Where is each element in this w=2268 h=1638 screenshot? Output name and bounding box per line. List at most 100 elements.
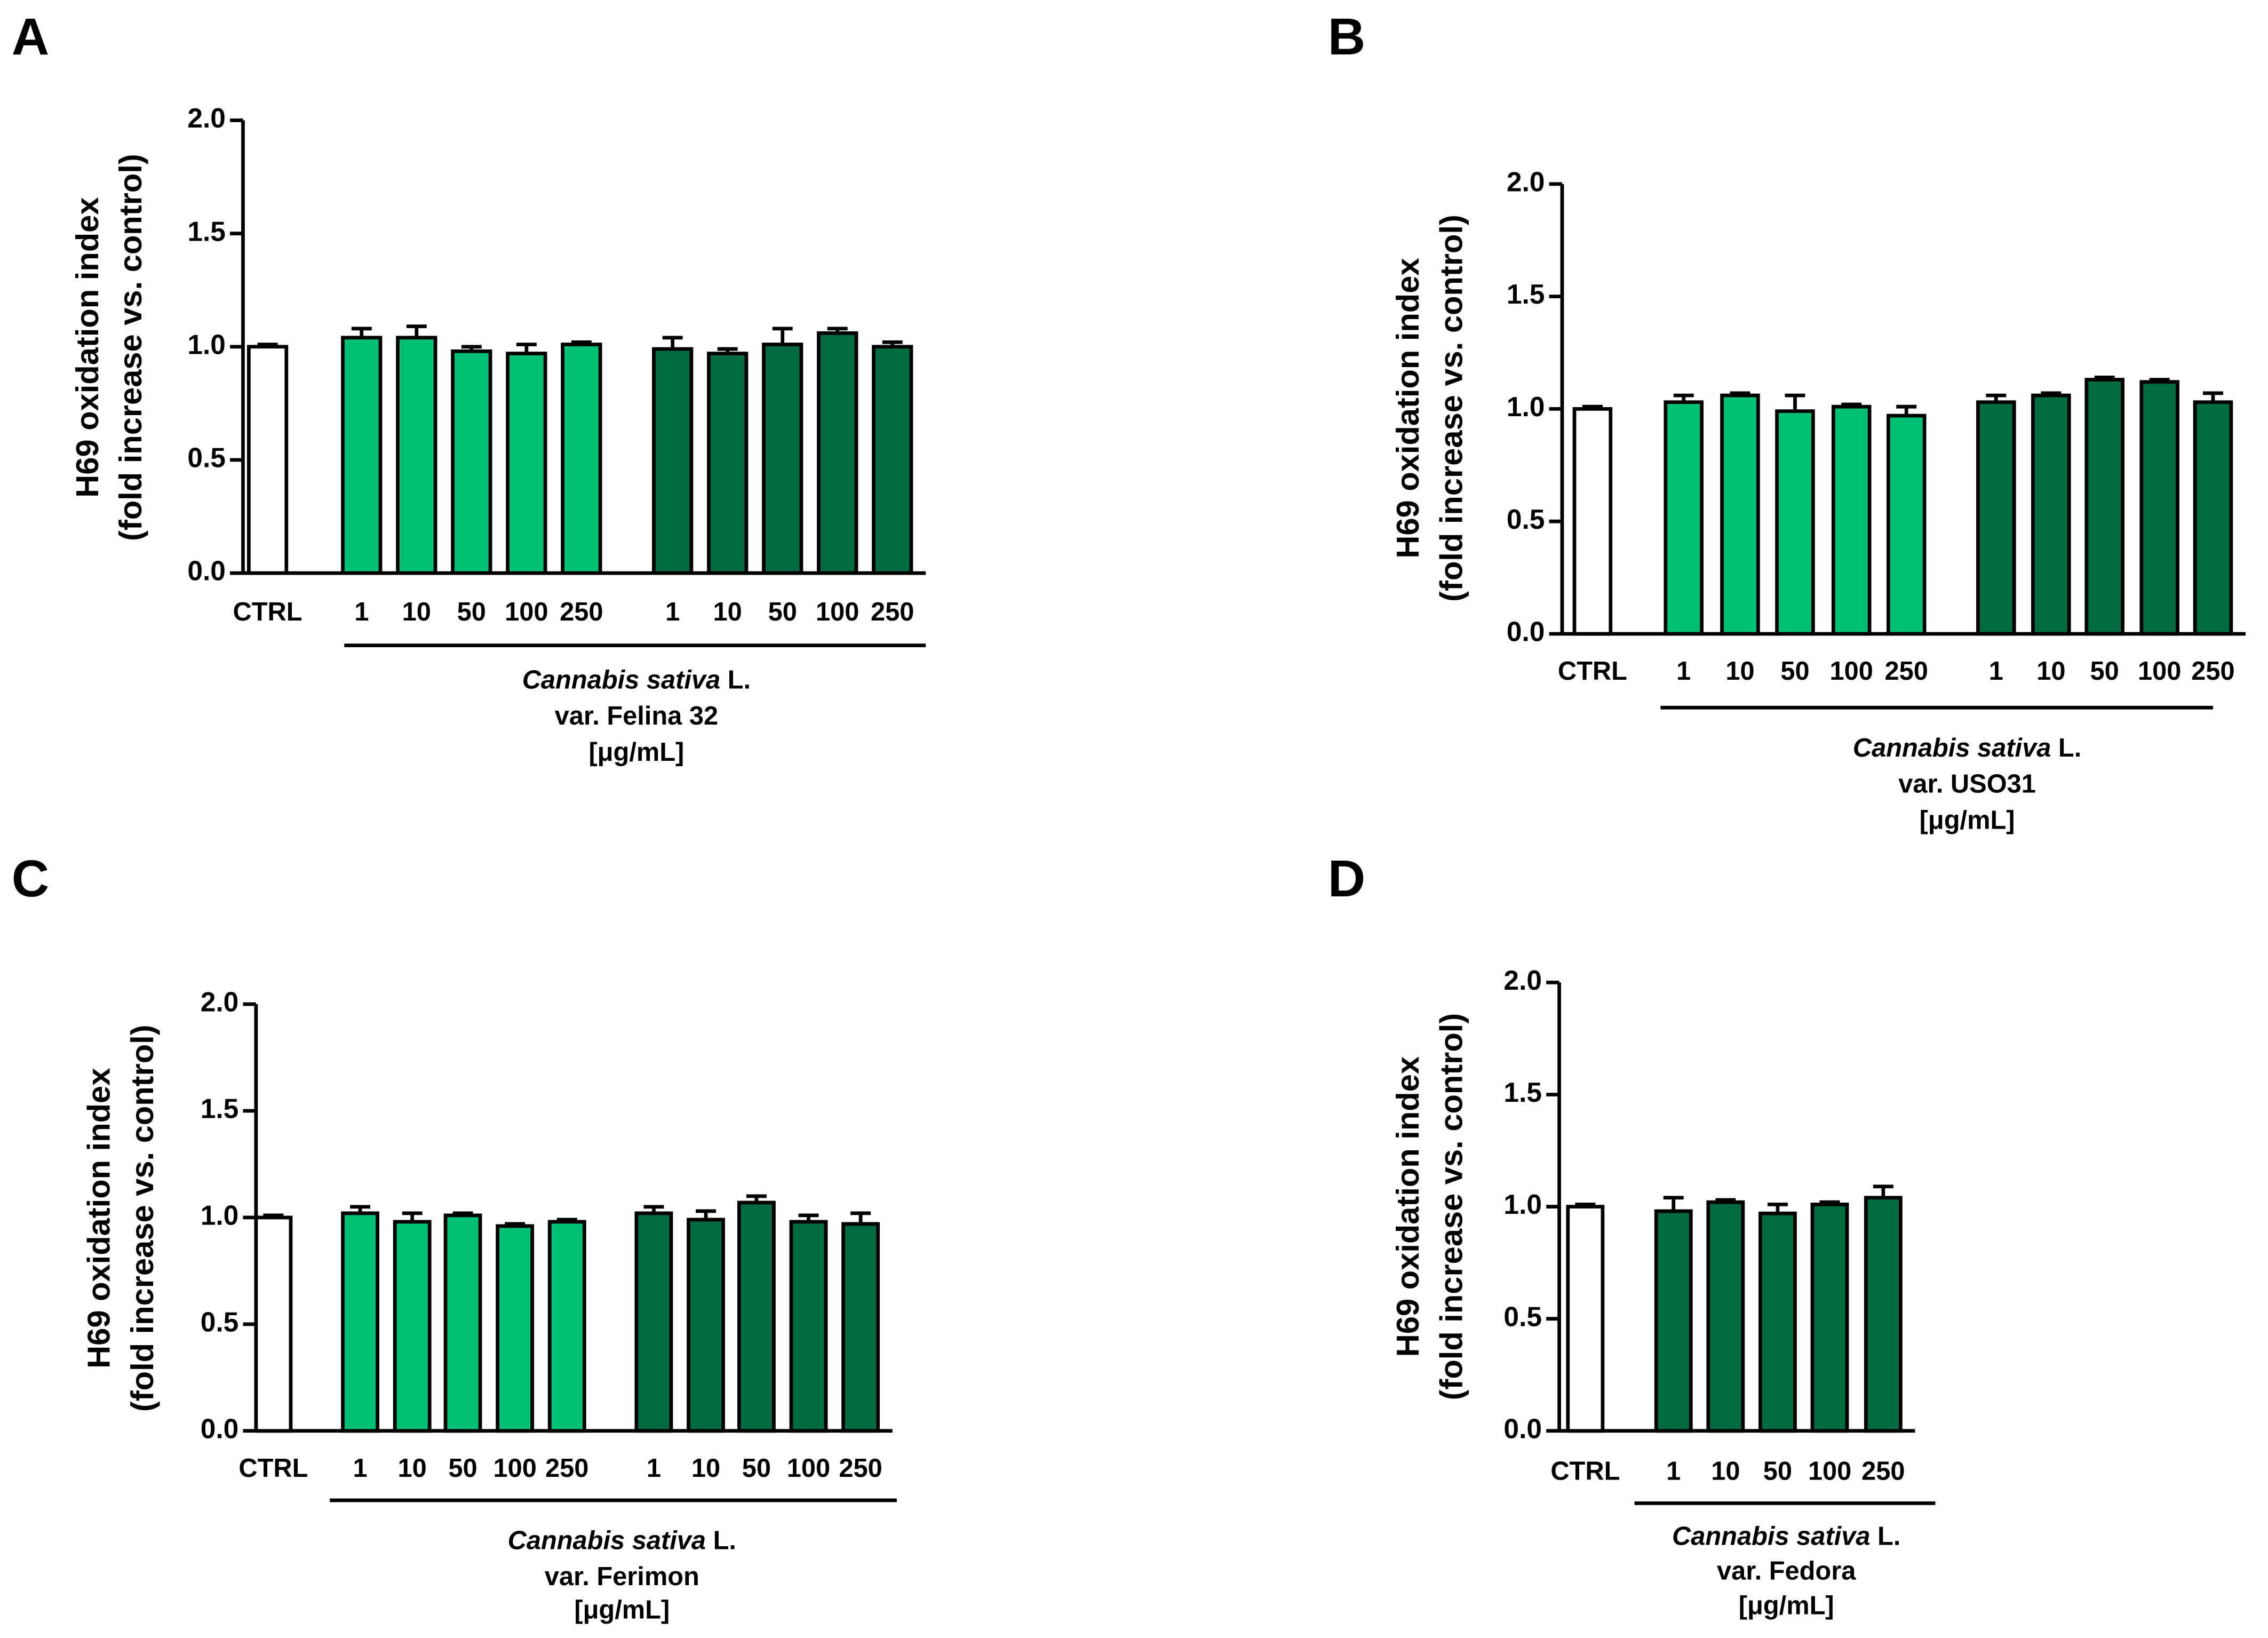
y-axis-label: (fold increase vs. control) bbox=[1433, 1013, 1469, 1401]
bar bbox=[1566, 1205, 1605, 1433]
species-name: Cannabis sativa bbox=[1672, 1522, 1870, 1550]
x-tick-label: 50 bbox=[1763, 1457, 1792, 1485]
bar bbox=[1864, 1196, 1903, 1433]
y-tick-label: 1.0 bbox=[1503, 1189, 1542, 1220]
x-axis-label: Cannabis sativa L. bbox=[1672, 1522, 1900, 1550]
x-tick-label: 100 bbox=[1830, 657, 1873, 686]
bar bbox=[1720, 393, 1760, 636]
y-tick-label: 2.0 bbox=[1507, 166, 1545, 197]
x-axis-label: var. Ferimon bbox=[545, 1562, 699, 1591]
bar bbox=[341, 336, 383, 575]
x-tick-label: 10 bbox=[398, 1454, 427, 1483]
bar bbox=[1706, 1200, 1745, 1433]
x-tick-label: 10 bbox=[1725, 657, 1754, 686]
x-tick-label: CTRL bbox=[238, 1454, 308, 1483]
x-tick-label: CTRL bbox=[1550, 1457, 1620, 1485]
x-tick-label: 10 bbox=[691, 1454, 720, 1483]
y-tick-label: 1.5 bbox=[187, 216, 226, 247]
species-name: Cannabis sativa bbox=[508, 1526, 706, 1555]
x-tick-label: 10 bbox=[2036, 657, 2065, 686]
panel-label: A bbox=[12, 7, 49, 66]
y-axis-label: H69 oxidation index bbox=[1390, 258, 1426, 558]
bar bbox=[341, 1211, 379, 1433]
species-name: Cannabis sativa bbox=[522, 665, 720, 694]
bar bbox=[2193, 400, 2233, 636]
bar bbox=[246, 345, 289, 575]
y-tick-label: 0.5 bbox=[1503, 1301, 1542, 1332]
x-axis-label: var. Fedora bbox=[1717, 1556, 1856, 1585]
x-tick-label: 50 bbox=[448, 1454, 477, 1483]
bar bbox=[762, 343, 803, 575]
x-tick-label: 50 bbox=[742, 1454, 771, 1483]
species-name: Cannabis sativa bbox=[1853, 734, 2051, 762]
bar bbox=[737, 1200, 776, 1433]
x-tick-label: 100 bbox=[2138, 657, 2181, 686]
x-tick-label: 100 bbox=[505, 598, 548, 626]
x-tick-label: 250 bbox=[871, 598, 914, 626]
bar bbox=[789, 1220, 828, 1433]
x-tick-label: 10 bbox=[402, 598, 431, 626]
y-axis-label: (fold increase vs. control) bbox=[113, 154, 148, 541]
species-authority: L. bbox=[2058, 734, 2081, 762]
x-axis-label: [μg/mL] bbox=[588, 738, 684, 767]
x-axis-label: [μg/mL] bbox=[1920, 806, 2015, 834]
bar bbox=[1758, 1211, 1797, 1433]
x-axis-label: Cannabis sativa L. bbox=[1853, 734, 2081, 762]
bar bbox=[561, 343, 602, 575]
bar bbox=[1976, 400, 2016, 636]
bar bbox=[1572, 407, 1613, 636]
y-tick-label: 0.5 bbox=[201, 1306, 239, 1337]
bar bbox=[2139, 380, 2179, 636]
x-axis-label: var. Felina 32 bbox=[555, 702, 718, 730]
x-tick-label: 100 bbox=[1808, 1457, 1851, 1485]
x-tick-label: 250 bbox=[560, 598, 603, 626]
x-tick-label: CTRL bbox=[1558, 657, 1627, 686]
y-tick-label: 2.0 bbox=[187, 102, 226, 133]
x-tick-label: 50 bbox=[2090, 657, 2119, 686]
x-axis-label: [μg/mL] bbox=[574, 1596, 670, 1625]
x-tick-label: 250 bbox=[1861, 1457, 1905, 1485]
bar bbox=[2084, 378, 2124, 636]
y-tick-label: 0.0 bbox=[187, 555, 226, 586]
y-tick-label: 1.5 bbox=[1507, 279, 1545, 309]
x-tick-label: 100 bbox=[816, 598, 859, 626]
y-tick-label: 0.5 bbox=[187, 442, 226, 473]
y-tick-label: 1.0 bbox=[1507, 391, 1545, 422]
x-axis-label: var. USO31 bbox=[1898, 770, 2036, 799]
y-axis-label: (fold increase vs. control) bbox=[1433, 214, 1469, 602]
y-axis-label: H69 oxidation index bbox=[81, 1068, 117, 1369]
x-tick-label: 1 bbox=[354, 598, 369, 626]
panel-label: D bbox=[1328, 849, 1365, 908]
y-tick-label: 1.0 bbox=[201, 1200, 239, 1231]
bar bbox=[443, 1213, 482, 1433]
bar bbox=[2031, 393, 2071, 636]
x-axis-label: Cannabis sativa L. bbox=[508, 1526, 736, 1555]
x-tick-label: 1 bbox=[1989, 657, 2003, 686]
x-tick-label: CTRL bbox=[233, 598, 303, 626]
species-authority: L. bbox=[713, 1526, 736, 1555]
species-authority: L. bbox=[1877, 1522, 1900, 1550]
x-axis-label: [μg/mL] bbox=[1739, 1591, 1834, 1620]
x-tick-label: 1 bbox=[665, 598, 680, 626]
bar bbox=[841, 1222, 880, 1433]
bar bbox=[687, 1218, 725, 1433]
x-tick-label: 1 bbox=[647, 1454, 661, 1483]
y-axis-label: H69 oxidation index bbox=[1390, 1056, 1426, 1357]
bar bbox=[1664, 400, 1704, 636]
x-tick-label: 10 bbox=[713, 598, 742, 626]
x-tick-label: 50 bbox=[457, 598, 486, 626]
bar bbox=[634, 1211, 673, 1433]
x-tick-label: 1 bbox=[1676, 657, 1691, 686]
bar bbox=[1810, 1202, 1849, 1433]
y-tick-label: 1.0 bbox=[187, 329, 226, 360]
bar bbox=[254, 1215, 293, 1433]
x-axis-label: Cannabis sativa L. bbox=[522, 665, 751, 694]
x-tick-label: 10 bbox=[1711, 1457, 1740, 1485]
y-tick-label: 1.5 bbox=[1503, 1077, 1542, 1108]
bar bbox=[817, 331, 858, 575]
y-tick-label: 2.0 bbox=[201, 987, 239, 1017]
y-tick-label: 0.0 bbox=[1507, 616, 1545, 647]
bar bbox=[396, 336, 437, 575]
y-tick-label: 0.0 bbox=[201, 1413, 239, 1444]
